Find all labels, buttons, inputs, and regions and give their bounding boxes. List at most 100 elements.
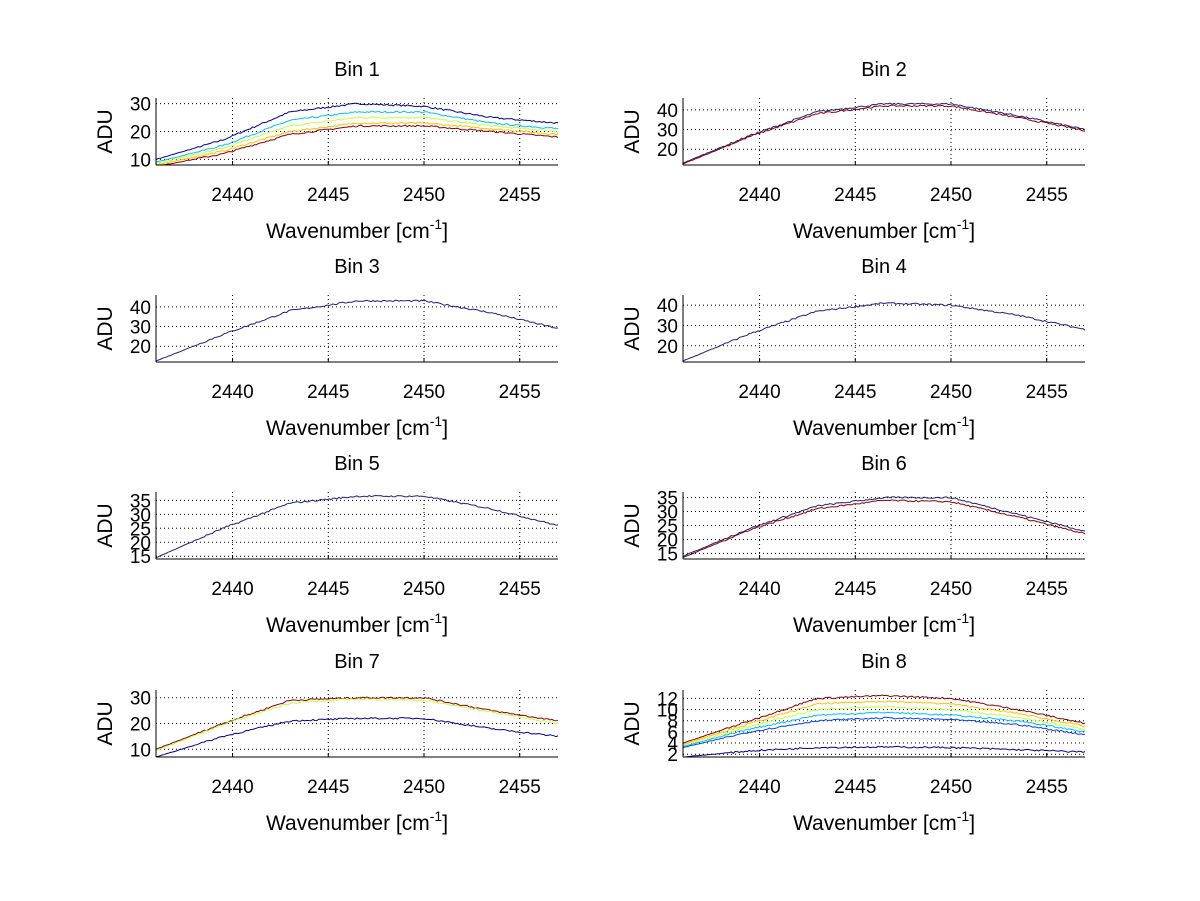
subplot-title: Bin 5 — [334, 453, 380, 475]
x-axis-label: Wavenumber [cm-1] — [793, 808, 975, 835]
x-tick-label: 2450 — [403, 382, 445, 403]
series-line-s1 — [155, 299, 559, 362]
y-tick-label: 20 — [130, 337, 151, 358]
series-line-s3 — [155, 717, 559, 758]
y-tick-label: 30 — [130, 689, 151, 710]
y-tick-label: 12 — [657, 689, 678, 710]
y-axis-label: ADU — [94, 701, 117, 745]
series-line-s4 — [155, 121, 559, 166]
y-tick-label: 30 — [130, 505, 151, 526]
series-line-s5 — [156, 124, 559, 166]
series-line-s1 — [682, 102, 1086, 164]
y-tick-label: 30 — [657, 121, 678, 142]
series-line-s2 — [682, 499, 1086, 558]
y-tick-label: 20 — [657, 530, 678, 551]
series-line-s1 — [155, 494, 559, 559]
y-tick-label: 15 — [657, 544, 678, 565]
x-tick-label: 2450 — [403, 185, 445, 206]
y-tick-label: 4 — [667, 734, 678, 755]
x-tick-label: 2445 — [834, 579, 876, 600]
subplot-title: Bin 6 — [861, 453, 907, 475]
subplot-7: Bin 7 2440 2445 2450 2455 10 20 30 ADU Wavenumber… — [94, 651, 559, 835]
y-tick-label: 20 — [130, 715, 151, 736]
x-tick-label: 2440 — [738, 185, 780, 206]
x-axis-label: Wavenumber [cm-1] — [266, 413, 448, 440]
x-tick-label: 2440 — [738, 777, 780, 798]
x-tick-label: 2440 — [738, 382, 780, 403]
y-tick-label: 40 — [130, 298, 151, 319]
subplot-title: Bin 3 — [334, 256, 380, 278]
x-tick-label: 2455 — [1026, 382, 1068, 403]
y-tick-label: 6 — [667, 723, 678, 744]
y-tick-label: 25 — [130, 519, 151, 540]
x-tick-label: 2450 — [403, 777, 445, 798]
subplot-title: Bin 8 — [861, 651, 907, 673]
y-tick-label: 30 — [130, 318, 151, 339]
y-tick-label: 40 — [657, 101, 678, 122]
x-tick-label: 2450 — [403, 579, 445, 600]
x-tick-label: 2455 — [1026, 579, 1068, 600]
x-tick-label: 2455 — [1026, 777, 1068, 798]
y-axis-label: ADU — [621, 701, 644, 745]
subplot-title: Bin 4 — [861, 256, 907, 278]
x-tick-label: 2455 — [499, 777, 541, 798]
series-line-s1 — [155, 696, 559, 750]
y-tick-label: 20 — [130, 533, 151, 554]
series-line-s2 — [682, 104, 1086, 165]
x-axis-label: Wavenumber [cm-1] — [266, 808, 448, 835]
x-axis-label: Wavenumber [cm-1] — [793, 216, 975, 243]
y-tick-label: 20 — [657, 337, 678, 358]
x-tick-label: 2445 — [307, 382, 349, 403]
series-line-s2 — [682, 700, 1086, 745]
subplot-title: Bin 2 — [861, 59, 907, 81]
x-tick-label: 2440 — [211, 777, 253, 798]
y-tick-label: 35 — [130, 491, 151, 512]
x-tick-label: 2450 — [930, 382, 972, 403]
y-tick-label: 10 — [130, 740, 151, 761]
x-tick-label: 2455 — [499, 185, 541, 206]
subplot-title: Bin 7 — [334, 651, 380, 673]
x-tick-label: 2455 — [499, 579, 541, 600]
y-tick-label: 20 — [130, 123, 151, 144]
y-axis-label: ADU — [621, 109, 644, 153]
series-line-s3 — [682, 705, 1086, 746]
x-tick-label: 2455 — [1026, 185, 1068, 206]
series-line-s5 — [682, 716, 1086, 749]
series-line-s1 — [682, 496, 1086, 557]
y-axis-label: ADU — [94, 306, 117, 350]
y-tick-label: 10 — [657, 701, 678, 722]
subplot-title: Bin 1 — [334, 59, 380, 81]
x-tick-label: 2455 — [499, 382, 541, 403]
x-tick-label: 2445 — [834, 185, 876, 206]
x-tick-label: 2440 — [211, 185, 253, 206]
x-tick-label: 2440 — [738, 579, 780, 600]
x-tick-label: 2440 — [211, 382, 253, 403]
series-line-s1 — [155, 102, 559, 161]
y-tick-label: 30 — [130, 95, 151, 116]
series-line-s2 — [155, 697, 559, 751]
x-tick-label: 2445 — [307, 185, 349, 206]
y-tick-label: 20 — [657, 140, 678, 161]
x-tick-label: 2445 — [834, 777, 876, 798]
y-tick-label: 40 — [657, 296, 678, 317]
y-axis-label: ADU — [94, 503, 117, 547]
y-tick-label: 30 — [657, 316, 678, 337]
series-line-s1 — [682, 302, 1086, 362]
series-line-s1 — [682, 694, 1086, 744]
x-axis-label: Wavenumber [cm-1] — [793, 610, 975, 637]
series-line-s6 — [682, 745, 1086, 758]
y-tick-label: 15 — [130, 547, 151, 568]
y-axis-label: ADU — [621, 503, 644, 547]
y-tick-label: 2 — [667, 745, 678, 766]
series-line-s4 — [682, 711, 1086, 748]
x-tick-label: 2445 — [307, 777, 349, 798]
x-tick-label: 2445 — [834, 382, 876, 403]
y-tick-label: 25 — [657, 517, 678, 538]
series-line-s2 — [155, 110, 559, 163]
subplot-1: Bin 1 2440 2445 2450 2455 10 20 30 ADU Wavenumber… — [94, 59, 559, 243]
